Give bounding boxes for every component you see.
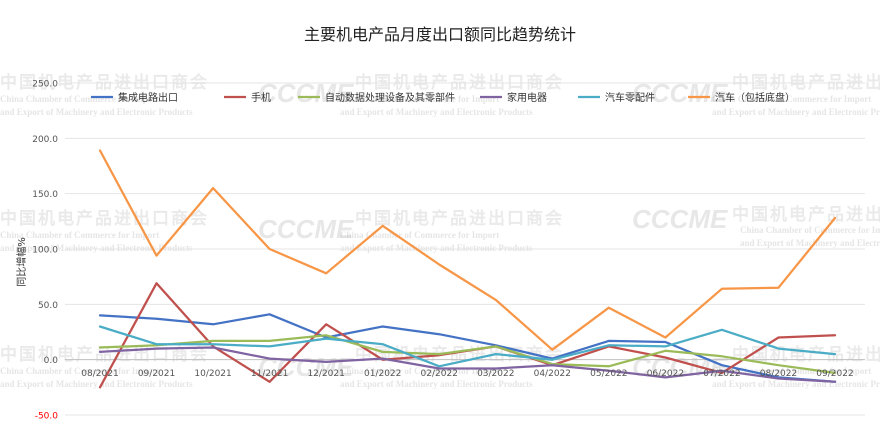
- series-line: [98, 334, 837, 375]
- series-line: [98, 149, 837, 351]
- legend-label: 汽车（包括底盘）: [715, 91, 795, 104]
- watermark-en-line1: China Chamber of Commerce for Import: [712, 366, 872, 376]
- x-tick-label: 03/2022: [477, 369, 514, 379]
- watermark-en-line2: and Export of Machinery and Electronic P…: [712, 379, 880, 389]
- grid-layer: [65, 82, 865, 416]
- x-tick-label: 11/2021: [251, 369, 288, 379]
- x-tick-label: 08/2021: [81, 369, 118, 379]
- watermark-org-cn: 中国机电产品进出口商会: [355, 209, 564, 229]
- watermark-en-line2: and Export of Machinery and Electronic P…: [0, 107, 193, 117]
- x-tick-label: 04/2022: [534, 369, 571, 379]
- legend-label: 汽车零配件: [605, 91, 655, 104]
- watermark-org-en: China Chamber of Commerce for Import and…: [0, 365, 193, 391]
- chart-title: 主要机电产品月度出口额同比趋势统计: [304, 25, 576, 44]
- y-tick-label: 150.0: [32, 190, 58, 200]
- legend-item: 手机: [224, 91, 271, 104]
- watermark-org-en: China Chamber of Commerce for Import and…: [712, 93, 880, 119]
- y-tick-label: 0.0: [44, 356, 59, 366]
- legend-item: 家用电器: [480, 91, 547, 104]
- watermark-org-en: China Chamber of Commerce for Import and…: [340, 229, 533, 255]
- legend-item: 汽车零配件: [578, 91, 655, 104]
- watermark-org-en: China Chamber of Commerce for Import and…: [740, 224, 880, 250]
- y-axis-label: 同比增幅%: [15, 237, 28, 287]
- y-tick-labels: 250.0 200.0 150.0 100.0 50.0 0.0 -50.0: [32, 80, 58, 422]
- watermark-en-line1: China Chamber of Commerce for Import: [712, 94, 872, 104]
- watermark-logo: CCCME: [258, 214, 354, 244]
- watermark-en-line2: and Export of Machinery and Electronic P…: [340, 243, 533, 253]
- legend-label: 自动数据处理设备及其零部件: [325, 91, 455, 104]
- watermark-logo: CCCME: [632, 352, 728, 382]
- watermark-en-line2: and Export of Machinery and Electronic P…: [0, 379, 193, 389]
- y-tick-label: 50.0: [38, 301, 58, 311]
- watermark-logo: CCCME: [632, 204, 728, 234]
- x-tick-labels: 08/2021 09/2021 10/2021 11/2021 12/2021 01/20…: [81, 369, 853, 379]
- x-tick-label: 02/2022: [421, 369, 458, 379]
- y-tick-label: 200.0: [32, 135, 58, 145]
- x-tick-label: 12/2021: [307, 369, 344, 379]
- watermark-org-en: China Chamber of Commerce for Import and…: [340, 93, 533, 119]
- watermark-en-line1: China Chamber of Commerce for Import: [740, 225, 880, 235]
- watermark-en-line1: China Chamber of Commerce for Import: [340, 230, 500, 240]
- watermark-org-en: China Chamber of Commerce for Import and…: [340, 365, 533, 391]
- watermark-en-line1: China Chamber of Commerce for Import: [340, 94, 500, 104]
- watermark-en-line2: and Export of Machinery and Electronic P…: [340, 107, 533, 117]
- watermark-en-line2: and Export of Machinery and Electronic P…: [740, 238, 880, 248]
- x-tick-label: 09/2022: [816, 369, 853, 379]
- legend: 集成电路出口 手机 自动数据处理设备及其零部件 家用电器 汽车零配件 汽车（包括底盘）: [91, 91, 795, 104]
- series-line: [98, 346, 837, 383]
- legend-item: 集成电路出口: [91, 91, 178, 104]
- series-line: [98, 325, 837, 368]
- watermark-en-line2: and Export of Machinery and Electronic P…: [340, 379, 533, 389]
- x-tick-label: 06/2022: [647, 369, 684, 379]
- y-tick-label: 250.0: [32, 80, 58, 90]
- watermark-org-en: China Chamber of Commerce for Import and…: [712, 365, 880, 391]
- legend-item: 自动数据处理设备及其零部件: [298, 91, 455, 104]
- watermark-org-en: China Chamber of Commerce for Import and…: [0, 229, 193, 255]
- series-line: [98, 313, 837, 383]
- watermark-org-cn: 中国机电产品进出口商会: [732, 205, 880, 225]
- watermark-org-en: China Chamber of Commerce for Import and…: [0, 93, 193, 119]
- x-tick-label: 07/2022: [703, 369, 740, 379]
- x-tick-label: 09/2021: [138, 369, 175, 379]
- x-tick-label: 08/2022: [760, 369, 797, 379]
- legend-item: 汽车（包括底盘）: [688, 91, 795, 104]
- watermark-en-line1: China Chamber of Commerce for Import: [0, 366, 160, 376]
- watermark-en-line2: and Export of Machinery and Electronic P…: [712, 107, 880, 117]
- y-tick-label: -50.0: [35, 412, 59, 422]
- legend-label: 集成电路出口: [118, 91, 178, 104]
- watermark-en-line2: and Export of Machinery and Electronic P…: [0, 243, 193, 253]
- watermark-en-line1: China Chamber of Commerce for Import: [340, 366, 500, 376]
- x-tick-label: 10/2021: [194, 369, 231, 379]
- y-tick-label: 100.0: [32, 246, 58, 256]
- watermark-org-cn: 中国机电产品进出口商会: [0, 209, 209, 229]
- legend-label: 手机: [251, 91, 271, 104]
- x-tick-label: 01/2022: [364, 369, 401, 379]
- series-lines: [98, 149, 837, 389]
- watermark-en-line1: China Chamber of Commerce for Import: [0, 94, 160, 104]
- legend-label: 家用电器: [507, 91, 547, 104]
- watermark-en-line1: China Chamber of Commerce for Import: [0, 230, 160, 240]
- x-tick-label: 05/2022: [590, 369, 627, 379]
